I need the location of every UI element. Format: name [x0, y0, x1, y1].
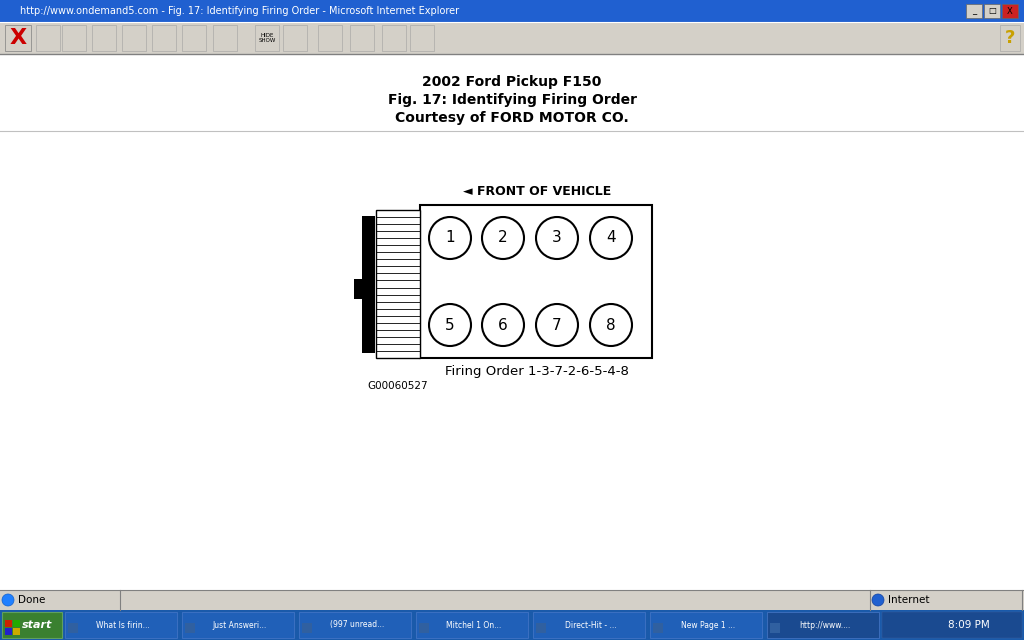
Bar [767, 612, 879, 638]
Text: X: X [1008, 6, 1013, 15]
Bar [0, 590, 120, 610]
Bar [650, 612, 762, 638]
Bar [376, 210, 420, 358]
Text: What Is firin...: What Is firin... [96, 621, 150, 630]
Circle shape [536, 304, 578, 346]
Text: start: start [22, 620, 52, 630]
Bar [302, 623, 312, 633]
Bar [382, 25, 406, 51]
Bar [182, 25, 206, 51]
Bar [984, 4, 1000, 18]
Bar [350, 25, 374, 51]
Bar [5, 25, 31, 51]
Circle shape [590, 217, 632, 259]
Bar [0, 590, 1024, 610]
Text: ?: ? [1005, 29, 1015, 47]
Text: New Page 1 ...: New Page 1 ... [681, 621, 735, 630]
Text: http://www....: http://www.... [800, 621, 851, 630]
Bar [36, 25, 60, 51]
Text: 8:09 PM: 8:09 PM [948, 620, 990, 630]
Text: ◄ FRONT OF VEHICLE: ◄ FRONT OF VEHICLE [463, 185, 611, 198]
Text: Fig. 17: Identifying Firing Order: Fig. 17: Identifying Firing Order [387, 93, 637, 107]
Bar [534, 612, 645, 638]
Circle shape [429, 217, 471, 259]
Text: □: □ [988, 6, 996, 15]
Text: http://www.ondemand5.com - Fig. 17: Identifying Firing Order - Microsoft Interne: http://www.ondemand5.com - Fig. 17: Iden… [20, 6, 459, 16]
Circle shape [482, 304, 524, 346]
Bar [152, 25, 176, 51]
Bar [416, 612, 528, 638]
Text: 1: 1 [445, 230, 455, 246]
Text: (997 unread...: (997 unread... [330, 621, 384, 630]
Bar [299, 612, 411, 638]
Bar [65, 612, 177, 638]
Bar [68, 623, 78, 633]
Bar [1002, 4, 1018, 18]
Text: Just Answeri...: Just Answeri... [213, 621, 267, 630]
Bar [420, 205, 652, 358]
Text: 6: 6 [498, 317, 508, 333]
Bar [182, 612, 294, 638]
Bar [354, 279, 375, 299]
Text: Courtesy of FORD MOTOR CO.: Courtesy of FORD MOTOR CO. [395, 111, 629, 125]
Text: HIDE
SHOW: HIDE SHOW [258, 33, 275, 44]
Text: Internet: Internet [888, 595, 930, 605]
Bar [0, 54, 1024, 590]
Text: 2: 2 [499, 230, 508, 246]
Text: Firing Order 1-3-7-2-6-5-4-8: Firing Order 1-3-7-2-6-5-4-8 [445, 365, 629, 378]
Bar [2, 612, 62, 638]
Text: Direct-Hit - ...: Direct-Hit - ... [565, 621, 616, 630]
Bar [283, 25, 307, 51]
Bar [62, 25, 86, 51]
Bar [255, 25, 279, 51]
Bar [0, 22, 1024, 54]
Text: 8: 8 [606, 317, 615, 333]
Bar [770, 623, 780, 633]
Bar [362, 216, 375, 353]
Bar [92, 25, 116, 51]
Text: 2002 Ford Pickup F150: 2002 Ford Pickup F150 [422, 75, 602, 89]
Bar [5, 628, 12, 635]
Bar [0, 0, 1024, 22]
Bar [882, 612, 1022, 638]
Text: G00060527: G00060527 [367, 381, 428, 391]
Bar [410, 25, 434, 51]
Bar [653, 623, 663, 633]
Bar [966, 4, 982, 18]
Circle shape [536, 217, 578, 259]
Bar [13, 620, 20, 627]
Bar [536, 623, 546, 633]
Circle shape [872, 594, 884, 606]
Bar [0, 610, 1024, 640]
Bar [185, 623, 195, 633]
Bar [122, 25, 146, 51]
Text: 4: 4 [606, 230, 615, 246]
Circle shape [590, 304, 632, 346]
Text: 3: 3 [552, 230, 562, 246]
Text: X: X [9, 28, 27, 48]
Bar [419, 623, 429, 633]
Text: _: _ [972, 6, 976, 15]
Bar [318, 25, 342, 51]
Circle shape [2, 594, 14, 606]
Bar [13, 628, 20, 635]
Text: 7: 7 [552, 317, 562, 333]
Text: Done: Done [18, 595, 45, 605]
Circle shape [429, 304, 471, 346]
Bar [213, 25, 237, 51]
Bar [1000, 25, 1020, 51]
Bar [870, 590, 1024, 610]
Circle shape [482, 217, 524, 259]
Text: Mitchel 1 On...: Mitchel 1 On... [446, 621, 502, 630]
Bar [5, 620, 12, 627]
Text: 5: 5 [445, 317, 455, 333]
